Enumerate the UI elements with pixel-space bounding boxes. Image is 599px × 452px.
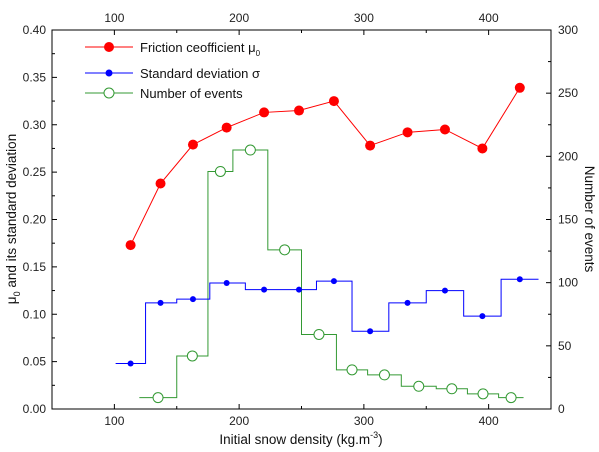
x-top-tick-label: 200: [229, 11, 249, 25]
stddev-marker: [157, 299, 164, 306]
friction-marker: [125, 240, 136, 251]
stddev-marker: [404, 299, 411, 306]
x-top-tick-label: 100: [104, 11, 124, 25]
legend-events-marker: [103, 87, 115, 99]
friction-marker: [365, 140, 376, 151]
friction-marker: [187, 139, 198, 150]
events-marker: [313, 328, 325, 340]
legend-stddev-marker: [105, 69, 113, 77]
legend: Friction ceofficient μ0 Standard deviati…: [85, 40, 261, 101]
legend-friction-label: Friction ceofficient μ0: [140, 40, 261, 58]
events-marker: [446, 383, 458, 395]
events-marker: [152, 392, 164, 404]
y-right-tick-label: 100: [558, 276, 578, 290]
friction-marker: [328, 96, 339, 107]
y-left-tick-label: 0.00: [23, 402, 47, 416]
friction-marker: [514, 82, 525, 93]
stddev-marker: [261, 286, 268, 293]
events-marker: [346, 364, 358, 376]
x-bottom-tick-label: 200: [229, 414, 249, 428]
friction-line: [130, 87, 521, 246]
stddev-marker: [296, 286, 303, 293]
events-marker: [378, 369, 390, 381]
events-marker: [413, 380, 425, 392]
x-axis-title: Initial snow density (kg.m-3): [219, 430, 382, 447]
x-bottom-tick-label: 100: [104, 414, 124, 428]
events-marker: [279, 244, 291, 256]
y-left-tick-label: 0.20: [23, 213, 47, 227]
y-right-tick-label: 50: [558, 339, 572, 353]
events-marker: [186, 350, 198, 362]
y-left-tick-label: 0.35: [23, 70, 47, 84]
y-left-tick-label: 0.15: [23, 260, 47, 274]
y-left-tick-label: 0.05: [23, 355, 47, 369]
friction-marker: [294, 105, 305, 116]
stddev-marker: [516, 276, 523, 283]
x-bottom-tick-label: 300: [354, 414, 374, 428]
stddev-step-line: [115, 278, 539, 365]
events-marker: [244, 144, 256, 156]
legend-stddev-label: Standard deviation σ: [140, 66, 260, 81]
friction-marker: [477, 143, 488, 154]
y-right-tick-label: 300: [558, 23, 578, 37]
x-top-tick-label: 300: [354, 11, 374, 25]
y-right-axis-title: Number of events: [582, 166, 597, 273]
y-left-tick-label: 0.10: [23, 307, 47, 321]
stddev-marker: [127, 360, 134, 367]
legend-events-label: Number of events: [140, 86, 243, 101]
friction-marker: [221, 122, 232, 133]
stddev-marker: [441, 287, 448, 294]
y-right-tick-label: 0: [558, 402, 565, 416]
events-marker: [477, 388, 489, 400]
stddev-marker: [367, 328, 374, 335]
x-top-tick-label: 400: [479, 11, 499, 25]
friction-marker: [439, 124, 450, 135]
y-left-axis-title: μ0 and its standard deviation: [4, 134, 22, 304]
stddev-marker: [223, 279, 230, 286]
events-marker: [214, 165, 226, 177]
legend-friction-marker: [104, 42, 114, 52]
events-marker: [505, 392, 517, 404]
axis-ticks: 100 100 200 200 300 300 400 400 0.00 0.05 0.10 0.15…: [23, 11, 579, 428]
friction-marker: [402, 127, 413, 138]
friction-marker: [259, 107, 270, 118]
y-right-tick-label: 250: [558, 86, 578, 100]
y-left-tick-label: 0.30: [23, 118, 47, 132]
stddev-marker: [189, 296, 196, 303]
stddev-marker: [479, 313, 486, 320]
y-left-tick-label: 0.40: [23, 23, 47, 37]
y-right-tick-label: 200: [558, 149, 578, 163]
friction-marker: [155, 178, 166, 189]
events-step-line: [139, 149, 524, 399]
series-layer: [115, 82, 539, 404]
y-left-tick-label: 0.25: [23, 165, 47, 179]
plot-frame: [51, 29, 552, 410]
x-bottom-tick-label: 400: [479, 414, 499, 428]
y-right-tick-label: 150: [558, 213, 578, 227]
stddev-marker: [330, 278, 337, 285]
